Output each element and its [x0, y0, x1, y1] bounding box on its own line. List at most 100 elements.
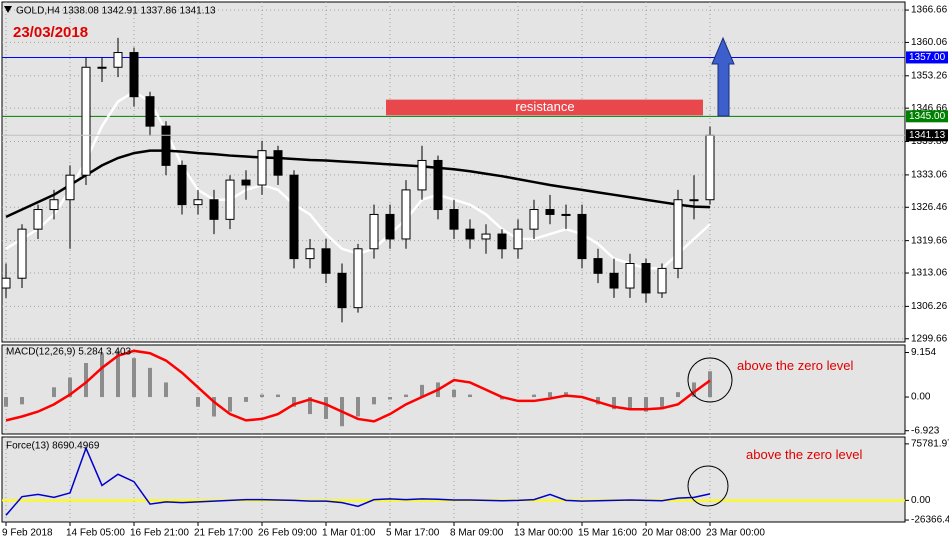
- candle-body: [417, 159, 427, 191]
- macd-bar: [228, 397, 232, 412]
- macd-bar: [676, 392, 680, 398]
- candle-body: [705, 134, 715, 201]
- macd-bar: [292, 397, 296, 407]
- signal-line: [5, 349, 711, 423]
- x-tick-label: 14 Feb 05:00: [66, 528, 125, 539]
- macd-bar: [4, 397, 8, 407]
- macd-bar: [164, 382, 168, 398]
- macd-bar: [452, 389, 456, 398]
- candle-body: [385, 213, 395, 240]
- macd-bar: [372, 397, 376, 405]
- macd-bar: [308, 397, 312, 415]
- menu-arrow[interactable]: [4, 6, 12, 13]
- candle-body: [401, 189, 411, 240]
- y-tick-label: 1353.26: [911, 70, 948, 81]
- candle-body: [337, 272, 347, 309]
- candle-body: [545, 209, 555, 215]
- macd-bar: [356, 397, 360, 417]
- candle-body: [305, 248, 315, 260]
- macd-bar: [20, 397, 24, 405]
- macd-bar: [100, 353, 104, 398]
- candle-body: [433, 159, 443, 211]
- candle-body: [257, 150, 267, 186]
- y-tick-label: -26366.46: [911, 515, 949, 526]
- macd-bar: [132, 358, 136, 398]
- y-tick-label: 0.00: [911, 392, 931, 403]
- macd-bar: [628, 397, 632, 410]
- y-tick-label: 75781.97: [911, 439, 949, 450]
- candle-body: [641, 263, 651, 294]
- candle-body: [17, 228, 27, 279]
- x-tick-label: 1 Mar 01:00: [322, 528, 376, 539]
- level-tag: [906, 110, 948, 123]
- macd-bar: [244, 397, 248, 402]
- x-tick-label: 26 Feb 09:00: [258, 528, 317, 539]
- y-tick-label: 1333.06: [911, 170, 948, 181]
- candle-body: [513, 228, 523, 250]
- macd-bar: [388, 397, 392, 400]
- macd-bar: [276, 394, 280, 398]
- y-tick-label: 1326.46: [911, 202, 948, 213]
- macd-bar: [52, 387, 56, 398]
- x-tick-label: 9 Feb 2018: [2, 528, 53, 539]
- candle-body: [625, 263, 635, 289]
- last-price-label: 1341.13: [909, 130, 946, 141]
- panel-title: Force(13) 8690.4969: [6, 441, 100, 452]
- candle-body: [289, 174, 299, 260]
- macd-bar: [68, 377, 72, 398]
- macd-bar: [148, 367, 152, 398]
- background: [1, 1, 906, 523]
- chart-date: 23/03/2018: [13, 24, 88, 41]
- candle-body: [529, 209, 539, 230]
- candle-body: [129, 52, 139, 98]
- x-tick-label: 13 Mar 00:00: [514, 528, 573, 539]
- x-tick-label: 20 Mar 08:00: [642, 528, 701, 539]
- candle-body: [449, 209, 459, 230]
- y-tick-label: -6.923: [911, 425, 940, 436]
- candle-body: [673, 199, 683, 269]
- y-tick-label: 1346.66: [911, 103, 948, 114]
- candle-body: [577, 213, 587, 260]
- last-price-tag: [906, 129, 948, 142]
- x-tick-label: 8 Mar 09:00: [450, 528, 504, 539]
- candle-body: [593, 258, 603, 274]
- macd-bar: [644, 397, 648, 412]
- up-arrow: [711, 36, 735, 117]
- highlight-circle: [687, 357, 733, 403]
- y-tick-label: 9.154: [911, 347, 936, 358]
- candle-body: [177, 164, 187, 206]
- x-tick-label: 15 Mar 16:00: [578, 528, 637, 539]
- resistance-zone: [386, 99, 703, 116]
- macd-bar: [612, 397, 616, 410]
- panel-title: MACD(12,26,9) 5.284 3.403: [6, 347, 132, 358]
- annotation: above the zero level: [746, 447, 863, 462]
- candle-body: [657, 267, 667, 294]
- x-tick-label: 5 Mar 17:00: [386, 528, 440, 539]
- candle-body: [561, 213, 571, 216]
- candle-body: [33, 209, 43, 230]
- candle-body: [65, 174, 75, 201]
- candle-body: [49, 199, 59, 211]
- macd-bar: [548, 392, 552, 398]
- annotation: above the zero level: [737, 358, 854, 373]
- candle-body: [273, 150, 283, 176]
- level-tag: [906, 51, 948, 64]
- chart-title: GOLD,H4 1338.08 1342.91 1337.86 1341.13: [16, 6, 216, 17]
- y-tick-label: 1360.06: [911, 37, 948, 48]
- macd-bar: [212, 397, 216, 417]
- candle-body: [497, 233, 507, 250]
- macd-bar: [660, 397, 664, 410]
- macd-bar: [420, 384, 424, 398]
- candle-body: [97, 66, 107, 69]
- y-tick-label: 1366.66: [911, 5, 948, 16]
- candle-body: [353, 248, 363, 309]
- macd-bar: [692, 382, 696, 398]
- x-tick-label: 23 Mar 00:00: [706, 528, 765, 539]
- candle-body: [161, 125, 171, 166]
- candle-body: [481, 233, 491, 240]
- candle-body: [145, 96, 155, 127]
- y-tick-label: 1313.06: [911, 268, 948, 279]
- candle-body: [465, 228, 475, 240]
